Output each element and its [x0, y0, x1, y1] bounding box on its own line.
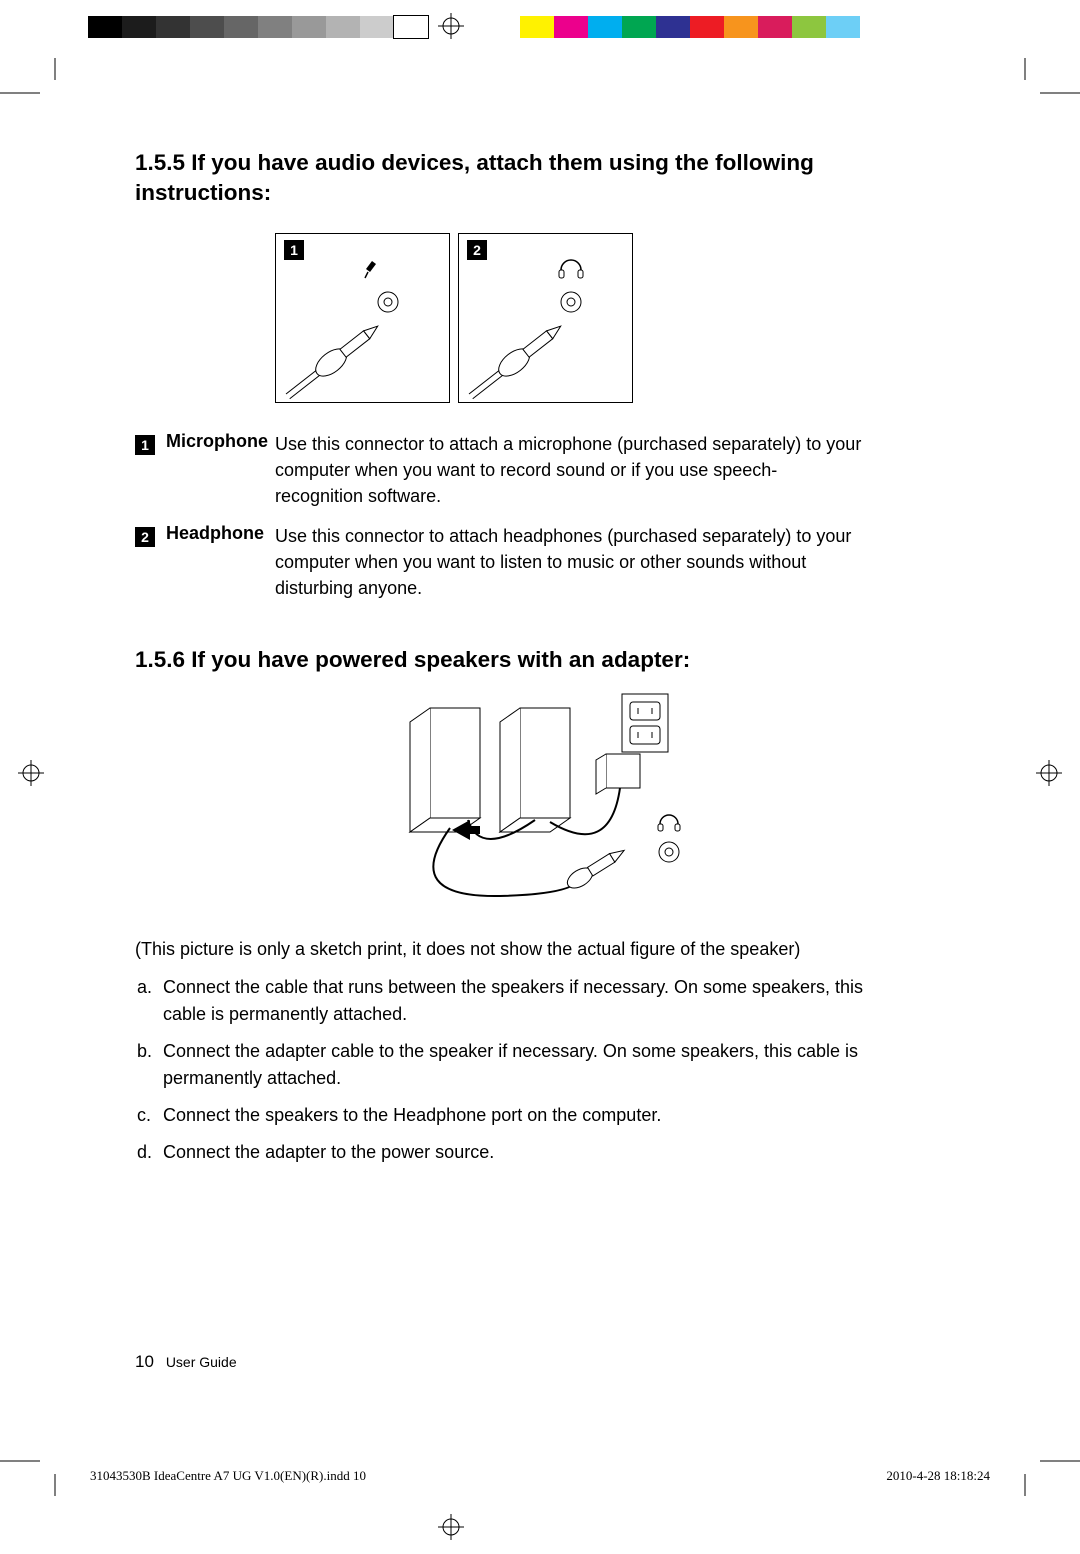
- badge-1-inline: 1: [135, 435, 155, 455]
- page-number: 10: [135, 1352, 154, 1371]
- steps-list: a.Connect the cable that runs between th…: [135, 974, 865, 1166]
- register-mark-right: [1036, 760, 1062, 786]
- crop-mark-br: [1010, 1426, 1080, 1496]
- page-content: 1.5.5 If you have audio devices, attach …: [135, 148, 865, 1176]
- grayscale-bar: [88, 16, 428, 38]
- registration-strip: [0, 16, 1080, 40]
- list-item: d.Connect the adapter to the power sourc…: [159, 1139, 865, 1166]
- diagram-headphone: 2: [458, 233, 633, 403]
- def-desc-hp: Use this connector to attach headphones …: [275, 523, 865, 615]
- speaker-diagram: [280, 688, 720, 918]
- book-title: User Guide: [166, 1354, 237, 1370]
- register-mark-top: [438, 13, 464, 39]
- section-2-heading: 1.5.6 If you have powered speakers with …: [135, 645, 865, 675]
- badge-2: 2: [467, 240, 487, 260]
- register-mark-left: [18, 760, 44, 786]
- color-bar: [520, 16, 860, 38]
- crop-mark-bl: [0, 1426, 70, 1496]
- def-desc-mic: Use this connector to attach a microphon…: [275, 431, 865, 523]
- diagram-microphone: 1: [275, 233, 450, 403]
- register-mark-bottom: [438, 1514, 464, 1540]
- crop-mark-tl: [0, 58, 70, 128]
- audio-diagram-row: 1 2: [275, 233, 865, 403]
- table-row: 2 Headphone Use this connector to attach…: [135, 523, 865, 615]
- section-1-heading: 1.5.5 If you have audio devices, attach …: [135, 148, 865, 209]
- table-row: 1 Microphone Use this connector to attac…: [135, 431, 865, 523]
- definitions-table: 1 Microphone Use this connector to attac…: [135, 431, 865, 616]
- print-slug: 31043530B IdeaCentre A7 UG V1.0(EN)(R).i…: [90, 1468, 990, 1484]
- slug-right: 2010-4-28 18:18:24: [886, 1468, 990, 1484]
- def-label-mic: Microphone: [166, 431, 268, 451]
- badge-1: 1: [284, 240, 304, 260]
- list-item: a.Connect the cable that runs between th…: [159, 974, 865, 1028]
- speaker-illustration: [280, 688, 720, 918]
- badge-2-inline: 2: [135, 527, 155, 547]
- figure-caption: (This picture is only a sketch print, it…: [135, 936, 865, 962]
- slug-left: 31043530B IdeaCentre A7 UG V1.0(EN)(R).i…: [90, 1468, 366, 1484]
- page-footer: 10 User Guide: [135, 1352, 237, 1372]
- list-item: c.Connect the speakers to the Headphone …: [159, 1102, 865, 1129]
- list-item: b.Connect the adapter cable to the speak…: [159, 1038, 865, 1092]
- def-label-hp: Headphone: [166, 523, 264, 543]
- crop-mark-tr: [1010, 58, 1080, 128]
